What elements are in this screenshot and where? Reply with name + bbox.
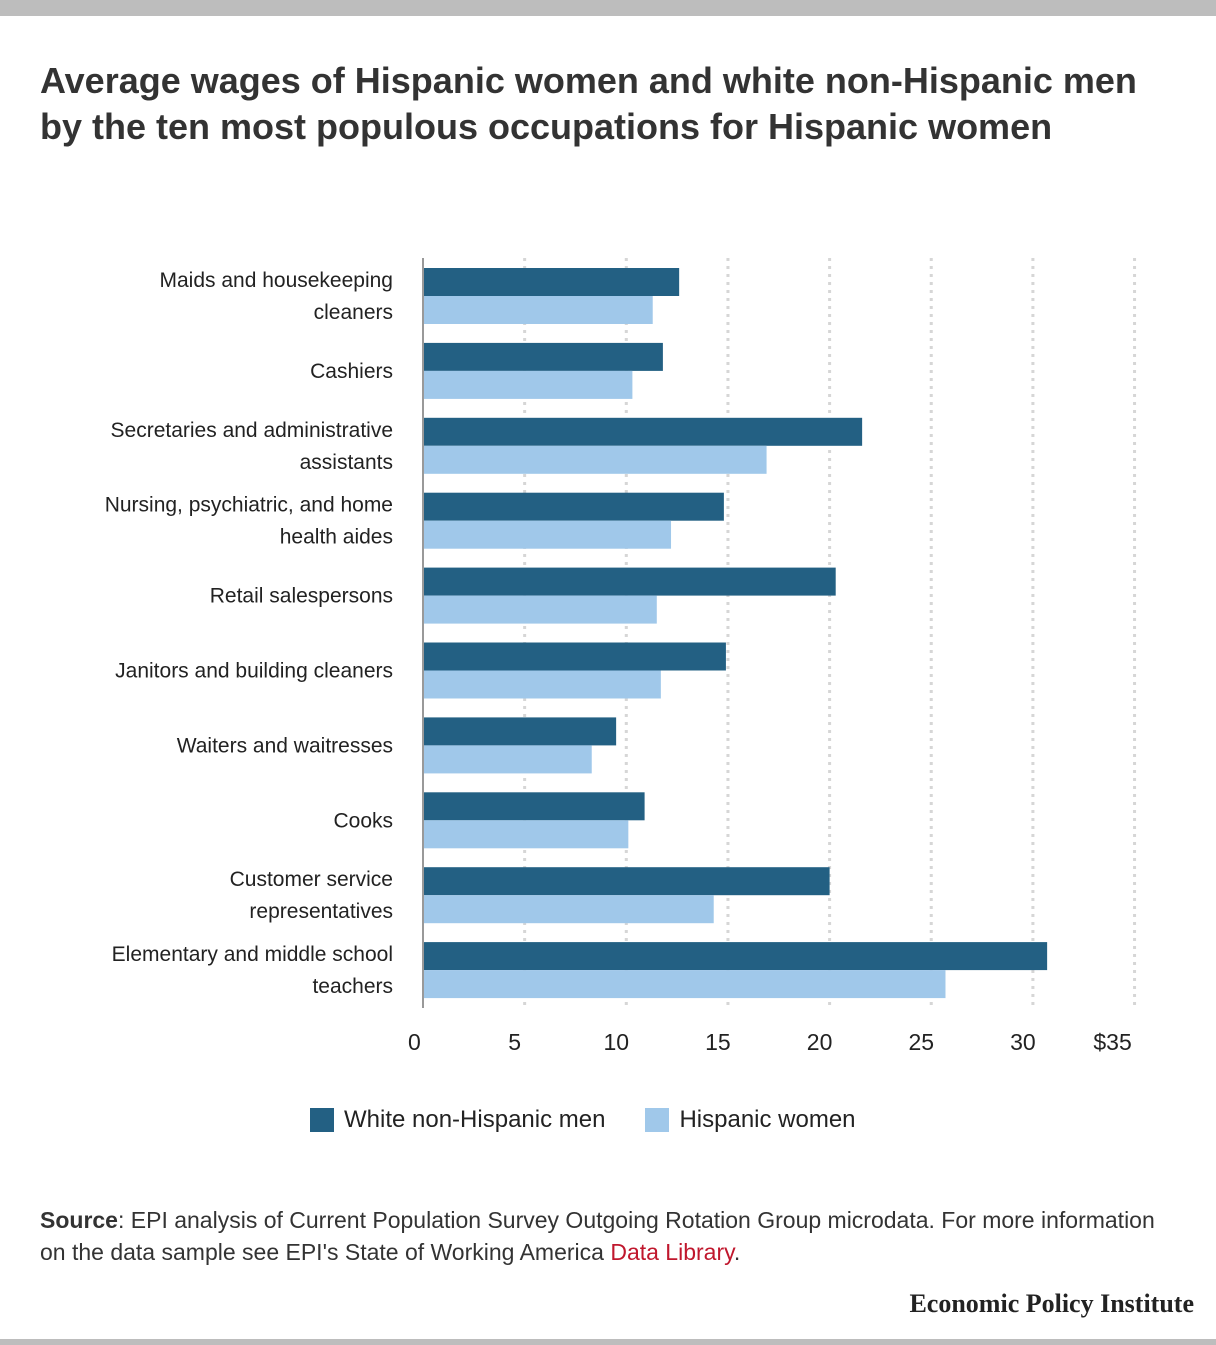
legend-label-men: White non-Hispanic men — [344, 1106, 606, 1133]
x-tick-label-0: 0 — [408, 1029, 421, 1055]
bar-men-9 — [423, 942, 1048, 971]
chart-title: Average wages of Hispanic women and whit… — [40, 60, 1137, 147]
bar-men-1 — [423, 342, 663, 371]
bar-men-8 — [423, 867, 830, 896]
bar-men-5 — [423, 642, 726, 671]
x-tick-label-5: 5 — [508, 1029, 521, 1055]
bar-women-5 — [423, 670, 661, 699]
category-label-2-0: Secretaries and administrative — [111, 419, 393, 442]
x-tick-label-30: 30 — [1010, 1029, 1036, 1055]
bar-women-8 — [423, 895, 714, 924]
legend-label-women: Hispanic women — [679, 1106, 856, 1133]
bar-men-2 — [423, 417, 863, 446]
category-label-3-0: Nursing, psychiatric, and home — [105, 494, 393, 517]
top-border — [0, 0, 1216, 16]
bar-men-0 — [423, 268, 680, 296]
x-tick-label-10: 10 — [604, 1029, 630, 1055]
bar-men-4 — [423, 567, 836, 596]
x-tick-label-35: $35 — [1093, 1029, 1131, 1055]
bar-men-3 — [423, 492, 724, 521]
epi-brand: Economic Policy Institute — [909, 1289, 1194, 1318]
bar-men-7 — [423, 792, 645, 821]
bar-women-7 — [423, 820, 629, 849]
category-label-7-0: Cooks — [333, 809, 393, 832]
bar-women-2 — [423, 445, 767, 474]
data-library-link[interactable]: Data Library — [610, 1239, 734, 1265]
x-tick-label-20: 20 — [807, 1029, 833, 1055]
bar-women-1 — [423, 370, 633, 399]
category-label-4-0: Retail salespersons — [210, 585, 393, 608]
category-label-8-1: representatives — [249, 900, 393, 923]
source-label: Source — [40, 1207, 118, 1233]
x-tick-label-15: 15 — [705, 1029, 731, 1055]
bar-women-4 — [423, 595, 657, 624]
category-label-5-0: Janitors and building cleaners — [115, 660, 393, 683]
bar-women-0 — [423, 296, 653, 324]
bottom-border — [0, 1339, 1216, 1345]
source-note: Source: EPI analysis of Current Populati… — [40, 1204, 1180, 1268]
bar-women-9 — [423, 970, 946, 999]
bar-chart: Maids and housekeeping cleaners Cashiers Se… — [105, 258, 1137, 1055]
category-label-1-0: Cashiers — [310, 360, 393, 383]
x-tick-label-25: 25 — [908, 1029, 934, 1055]
legend-item-women: Hispanic women — [645, 1106, 856, 1134]
category-label-9-1: teachers — [312, 975, 393, 998]
category-label-6-0: Waiters and waitresses — [177, 734, 393, 757]
category-label-0-1: cleaners — [314, 301, 393, 324]
category-label-2-1: assistants — [300, 451, 393, 474]
category-label-9-0: Elementary and middle school — [112, 943, 393, 966]
bar-women-6 — [423, 745, 592, 774]
legend-swatch-women — [645, 1108, 670, 1132]
category-label-3-1: health aides — [280, 526, 393, 549]
bar-women-3 — [423, 520, 672, 549]
legend: White non-Hispanic men Hispanic women — [310, 1106, 896, 1134]
category-label-8-0: Customer service — [230, 868, 393, 891]
legend-item-men: White non-Hispanic men — [310, 1106, 605, 1134]
bar-men-6 — [423, 717, 617, 746]
source-end: . — [733, 1239, 741, 1265]
legend-swatch-men — [310, 1108, 334, 1132]
source-text: : EPI analysis of Current Population Sur… — [40, 1207, 1155, 1265]
category-label-0-0: Maids and housekeeping — [159, 269, 393, 292]
